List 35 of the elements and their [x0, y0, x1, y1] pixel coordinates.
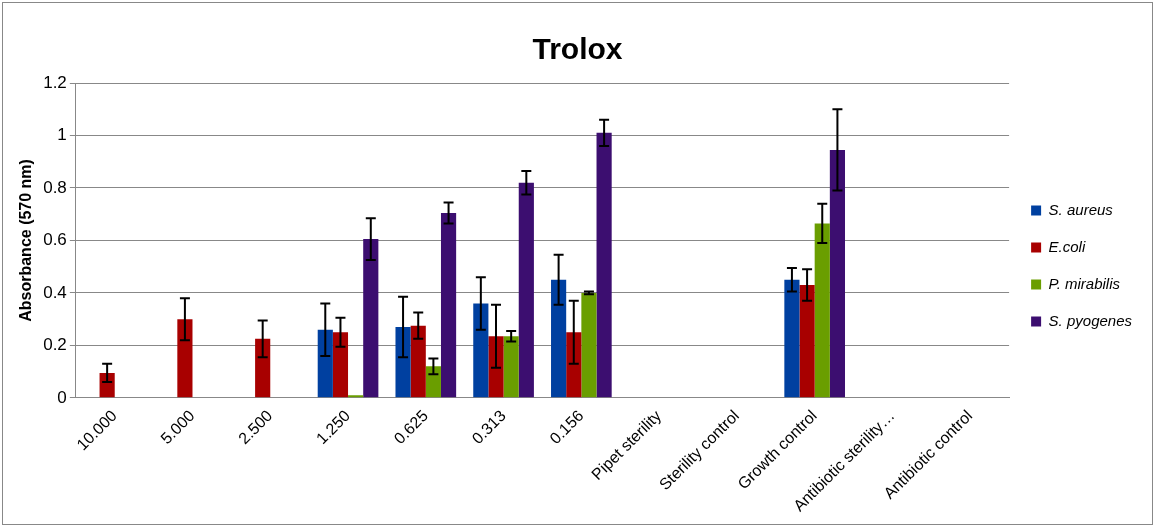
legend-label: E.coli	[1048, 237, 1086, 255]
bar	[799, 285, 815, 398]
legend-label: S. aureus	[1048, 200, 1114, 218]
bar	[363, 239, 379, 398]
y-tick-label: 0.6	[43, 230, 67, 250]
y-tick-label: 0.4	[43, 282, 67, 302]
bar	[425, 366, 441, 398]
bar	[473, 303, 489, 398]
bar	[255, 338, 271, 398]
bar	[596, 132, 612, 398]
bar	[440, 212, 457, 398]
y-tick-label: 0.2	[43, 335, 67, 355]
y-axis-title: Absorbance (570 nm)	[17, 159, 35, 322]
bar	[518, 182, 534, 398]
y-tick-label: 1.2	[43, 72, 67, 92]
bar	[395, 327, 411, 398]
bar	[410, 325, 426, 398]
bar	[503, 336, 519, 398]
y-tick-label: 1	[57, 125, 67, 145]
bar	[581, 292, 597, 398]
bar	[566, 332, 582, 398]
bar	[332, 332, 349, 398]
bar	[488, 336, 504, 398]
bar	[814, 223, 830, 398]
y-tick-label: 0.8	[43, 177, 67, 197]
legend-label: S. pyogenes	[1048, 311, 1133, 329]
bar	[784, 279, 800, 398]
bar	[177, 319, 193, 398]
legend-label: P. mirabilis	[1048, 274, 1121, 292]
bar	[317, 329, 333, 398]
bar	[829, 149, 846, 398]
y-tick-label: 0	[57, 387, 67, 407]
chart-title: Trolox	[532, 32, 623, 66]
bar	[348, 395, 364, 398]
bar	[551, 279, 567, 398]
